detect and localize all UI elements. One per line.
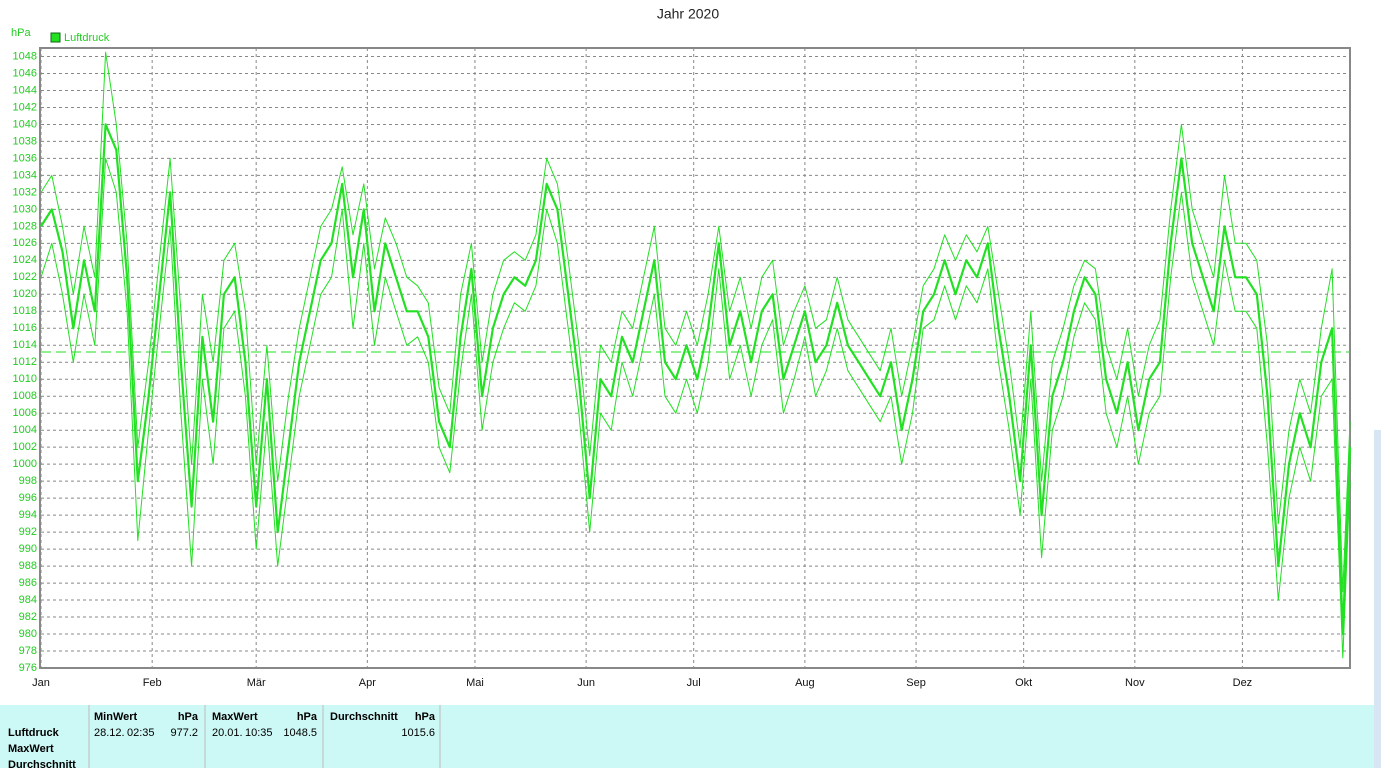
x-tick-label: Jan bbox=[32, 677, 50, 689]
y-tick-label: 1014 bbox=[13, 339, 37, 351]
y-tick-label: 1024 bbox=[13, 254, 37, 266]
y-tick-label: 996 bbox=[19, 492, 37, 504]
y-tick-label: 992 bbox=[19, 526, 37, 538]
legend-label: Luftdruck bbox=[64, 32, 110, 44]
x-tick-label: Nov bbox=[1125, 677, 1145, 689]
window-edge bbox=[1374, 430, 1381, 768]
y-tick-label: 1042 bbox=[13, 101, 37, 113]
cell-date: 20.01. bbox=[212, 727, 243, 739]
cell-date: 28.12. bbox=[94, 727, 125, 739]
y-tick-label: 1002 bbox=[13, 441, 37, 453]
cell-time: 10:35 bbox=[245, 727, 273, 739]
y-tick-label: 994 bbox=[19, 509, 37, 521]
series-line bbox=[40, 157, 1351, 659]
y-tick-label: 1016 bbox=[13, 322, 37, 334]
column-header: MaxWert bbox=[212, 711, 258, 723]
column-header: Durchschnitt bbox=[330, 711, 398, 723]
row-label: MaxWert bbox=[8, 743, 54, 755]
x-tick-label: Mär bbox=[247, 677, 266, 689]
x-tick-label: Aug bbox=[795, 677, 815, 689]
chart-title: Jahr 2020 bbox=[657, 6, 719, 22]
y-tick-label: 1020 bbox=[13, 288, 37, 300]
y-tick-label: 1018 bbox=[13, 305, 37, 317]
x-tick-label: Dez bbox=[1233, 677, 1253, 689]
y-tick-label: 980 bbox=[19, 628, 37, 640]
y-tick-label: 1048 bbox=[13, 50, 37, 62]
x-tick-label: Okt bbox=[1015, 677, 1032, 689]
y-tick-label: 984 bbox=[19, 594, 37, 606]
y-tick-label: 1038 bbox=[13, 135, 37, 147]
column-unit: hPa bbox=[297, 711, 318, 723]
row-label: Luftdruck bbox=[8, 727, 60, 739]
y-tick-label: 1006 bbox=[13, 407, 37, 419]
x-tick-label: Apr bbox=[359, 677, 376, 689]
cell-value: 977.2 bbox=[170, 727, 198, 739]
stats-table: MinWert hPa MaxWert hPa Durchschnitt hPa Luftd… bbox=[8, 705, 441, 768]
cell-value: 1048.5 bbox=[283, 727, 317, 739]
y-tick-label: 1040 bbox=[13, 118, 37, 130]
y-tick-label: 1036 bbox=[13, 152, 37, 164]
y-tick-label: 986 bbox=[19, 577, 37, 589]
x-tick-label: Sep bbox=[906, 677, 926, 689]
row-label: Durchschnitt bbox=[8, 759, 76, 768]
y-tick-label: 1004 bbox=[13, 424, 37, 436]
y-tick-label: 1032 bbox=[13, 186, 37, 198]
x-tick-label: Mai bbox=[466, 677, 484, 689]
y-tick-label: 982 bbox=[19, 611, 37, 623]
y-tick-label: 1046 bbox=[13, 67, 37, 79]
series-line bbox=[40, 123, 1352, 636]
y-tick-label: 1030 bbox=[13, 203, 37, 215]
x-tick-label: Jun bbox=[577, 677, 595, 689]
cell-value: 1015.6 bbox=[401, 727, 435, 739]
y-tick-label: 990 bbox=[19, 543, 37, 555]
y-unit: hPa bbox=[11, 27, 31, 39]
legend-swatch bbox=[50, 32, 61, 43]
y-tick-label: 1012 bbox=[13, 356, 37, 368]
x-tick-label: Feb bbox=[143, 677, 162, 689]
y-tick-label: 1034 bbox=[13, 169, 37, 181]
y-tick-label: 1010 bbox=[13, 373, 37, 385]
series-line bbox=[40, 51, 1351, 593]
y-tick-label: 988 bbox=[19, 560, 37, 572]
y-tick-label: 1026 bbox=[13, 237, 37, 249]
y-tick-label: 1000 bbox=[13, 458, 37, 470]
y-tick-label: 1028 bbox=[13, 220, 37, 232]
y-tick-label: 978 bbox=[19, 645, 37, 657]
y-tick-label: 1044 bbox=[13, 84, 37, 96]
cell-time: 02:35 bbox=[127, 727, 155, 739]
column-header: MinWert bbox=[94, 711, 138, 723]
stats-panel bbox=[0, 705, 1381, 768]
y-tick-label: 976 bbox=[19, 662, 37, 674]
y-tick-label: 998 bbox=[19, 475, 37, 487]
plot-frame bbox=[39, 47, 1351, 669]
y-tick-label: 1008 bbox=[13, 390, 37, 402]
x-tick-label: Jul bbox=[687, 677, 701, 689]
plot: 976 978 980 982 984 986 988 990 992 994 996 998 1000… bbox=[13, 32, 1352, 689]
column-unit: hPa bbox=[415, 711, 436, 723]
y-tick-label: 1022 bbox=[13, 271, 37, 283]
column-unit: hPa bbox=[178, 711, 199, 723]
